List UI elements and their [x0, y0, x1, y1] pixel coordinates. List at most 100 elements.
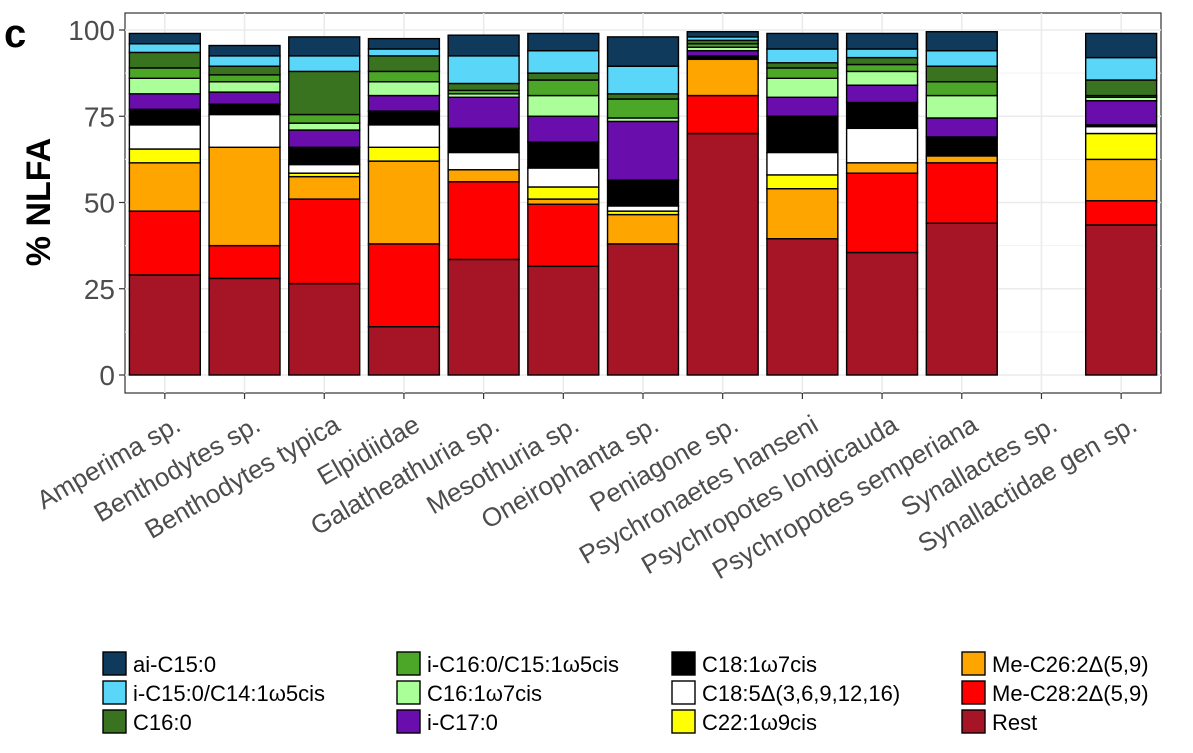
bar-segment: [447, 151, 520, 171]
bar-segment: [288, 146, 361, 166]
bar-segment: [367, 110, 441, 126]
bar-segment: [845, 172, 919, 254]
bar-segment: [527, 198, 600, 205]
bar-segment: [288, 122, 361, 131]
bar-segment: [288, 175, 361, 200]
bar-segment: [686, 50, 759, 57]
y-tick-label: 100: [68, 15, 115, 46]
bar-segment: [925, 81, 998, 97]
bar-segment: [845, 56, 919, 66]
bar-segment: [288, 198, 361, 285]
bar-segment: [766, 96, 839, 117]
bar-segment: [208, 146, 281, 247]
bar-segment: [606, 93, 680, 100]
bar-segment: [766, 151, 839, 176]
legend-label: Me-C26:2Δ(5,9): [992, 652, 1149, 677]
bar-segment: [208, 91, 281, 105]
bar-segment: [367, 160, 441, 245]
bar-segment: [606, 120, 680, 181]
y-tick-label: 25: [84, 274, 115, 305]
legend-swatch: [961, 709, 986, 734]
legend-swatch: [671, 651, 696, 676]
bar-segment: [606, 205, 680, 212]
bar-segment: [1084, 158, 1158, 202]
bar-segment: [766, 187, 839, 240]
bar-segment: [128, 51, 202, 69]
bar-segment: [208, 44, 281, 57]
bar-segment: [1084, 100, 1158, 126]
bar-segment: [606, 65, 680, 95]
bar-segment: [128, 43, 202, 54]
legend-label: C16:1ω7cis: [427, 681, 542, 706]
bar-segment: [128, 32, 202, 45]
bar-segment: [686, 132, 759, 376]
bar-segment: [128, 108, 202, 126]
bar-segment: [367, 94, 441, 112]
bar-segment: [447, 96, 520, 130]
bar-segment: [1084, 79, 1158, 97]
bar-segment: [1084, 32, 1158, 59]
bar-segment: [527, 203, 600, 268]
legend-label: C16:0: [133, 710, 192, 735]
bar-segment: [208, 277, 281, 376]
bar-segment: [208, 74, 281, 83]
legend-label: C18:5Δ(3,6,9,12,16): [702, 681, 900, 706]
bar-segment: [208, 244, 281, 280]
bar-segment: [208, 103, 281, 116]
bar-segment: [527, 115, 600, 143]
bar-segment: [766, 174, 839, 190]
bar-segment: [845, 48, 919, 59]
bar-segment: [128, 93, 202, 111]
legend-swatch: [671, 709, 696, 734]
legend-label: i-C17:0: [427, 710, 498, 735]
bar-segment: [686, 58, 759, 97]
bar-segment: [845, 84, 919, 104]
bar-segment: [128, 210, 202, 276]
bar-segment: [447, 127, 520, 154]
bar-segment: [925, 50, 998, 67]
bar-segment: [925, 155, 998, 164]
bar-segment: [925, 94, 998, 119]
bar-segment: [367, 48, 441, 57]
legend-swatch: [102, 680, 127, 705]
legend-label: Me-C28:2Δ(5,9): [992, 681, 1149, 706]
bar-segment: [1084, 125, 1158, 135]
bar-segment: [367, 243, 441, 328]
legend-swatch: [102, 709, 127, 734]
bar-segment: [288, 70, 361, 116]
bar-segment: [527, 79, 600, 97]
bar-segment: [447, 82, 520, 92]
legend-swatch: [671, 680, 696, 705]
bars: [128, 31, 1158, 376]
bar-segment: [925, 31, 998, 52]
bar-segment: [527, 94, 600, 117]
legend-swatch: [961, 680, 986, 705]
legend-label: Rest: [992, 710, 1037, 735]
bar-segment: [447, 181, 520, 261]
y-tick-label: 75: [84, 101, 115, 132]
bar-segment: [128, 148, 202, 164]
y-tick-label: 50: [84, 188, 115, 219]
bar-segment: [208, 65, 281, 76]
y-axis-label: % NLFA: [20, 138, 58, 266]
bar-segment: [766, 67, 839, 79]
legend-swatch: [396, 709, 421, 734]
bar-segment: [367, 55, 441, 73]
bar-segment: [208, 55, 281, 67]
bar-segment: [288, 282, 361, 376]
bar-segment: [367, 124, 441, 148]
bar-segment: [128, 162, 202, 212]
bar-segment: [925, 136, 998, 157]
legend-label: C22:1ω9cis: [702, 710, 817, 735]
legend-swatch: [396, 651, 421, 676]
bar-segment: [447, 34, 520, 57]
bar-segment: [367, 37, 441, 50]
bar-segment: [766, 32, 839, 50]
bar-segment: [925, 162, 998, 224]
legend-swatch: [961, 651, 986, 676]
bar-segment: [925, 222, 998, 376]
legend: ai-C15:0 i-C15:0/C14:1ω5cis C16:0 i-C16:0/C…: [102, 651, 1149, 735]
bar-segment: [527, 167, 600, 188]
bar-segment: [1084, 224, 1158, 376]
legend-swatch: [396, 680, 421, 705]
